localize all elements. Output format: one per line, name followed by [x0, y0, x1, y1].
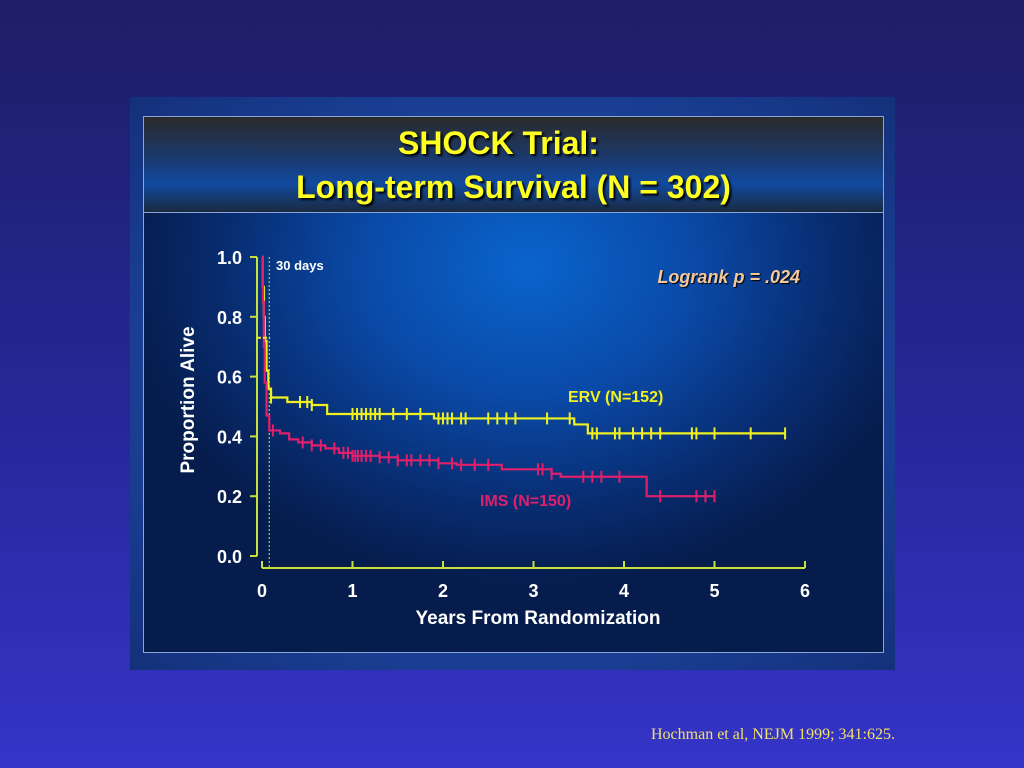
x-axis-label: Years From Randomization [416, 608, 661, 629]
legend-ims: IMS (N=150) [480, 493, 571, 510]
x-tick-label: 4 [619, 581, 629, 601]
citation: Hochman et al, NEJM 1999; 341:625. [651, 726, 895, 743]
y-tick-label: 0.4 [217, 427, 242, 447]
y-axis-label: Proportion Alive [178, 326, 199, 473]
axes: 0.0 0.2 0.4 0.6 0.8 1.0 0 1 2 3 4 5 6 [217, 248, 810, 601]
x-tick-label: 5 [709, 581, 719, 601]
legend-erv: ERV (N=152) [568, 389, 663, 406]
y-tick-label: 0.8 [217, 308, 242, 328]
x-tick-label: 2 [438, 581, 448, 601]
x-tick-label: 0 [257, 581, 267, 601]
logrank-label: Logrank p = .024 [657, 267, 800, 287]
y-tick-label: 1.0 [217, 248, 242, 268]
title-line-2: Long-term Survival (N = 302) [296, 169, 731, 205]
survival-curve-ims [261, 255, 715, 498]
thirty-days-label: 30 days [276, 258, 324, 273]
title-line-1: SHOCK Trial: [398, 125, 599, 161]
y-tick-label: 0.0 [217, 547, 242, 567]
title-band: SHOCK Trial: Long-term Survival (N = 302… [144, 117, 883, 213]
chart-frame: SHOCK Trial: Long-term Survival (N = 302… [143, 116, 884, 653]
x-tick-label: 3 [528, 581, 538, 601]
y-tick-label: 0.2 [217, 487, 242, 507]
x-tick-label: 6 [800, 581, 810, 601]
x-tick-label: 1 [347, 581, 357, 601]
y-tick-label: 0.6 [217, 368, 242, 388]
curves [257, 255, 787, 503]
